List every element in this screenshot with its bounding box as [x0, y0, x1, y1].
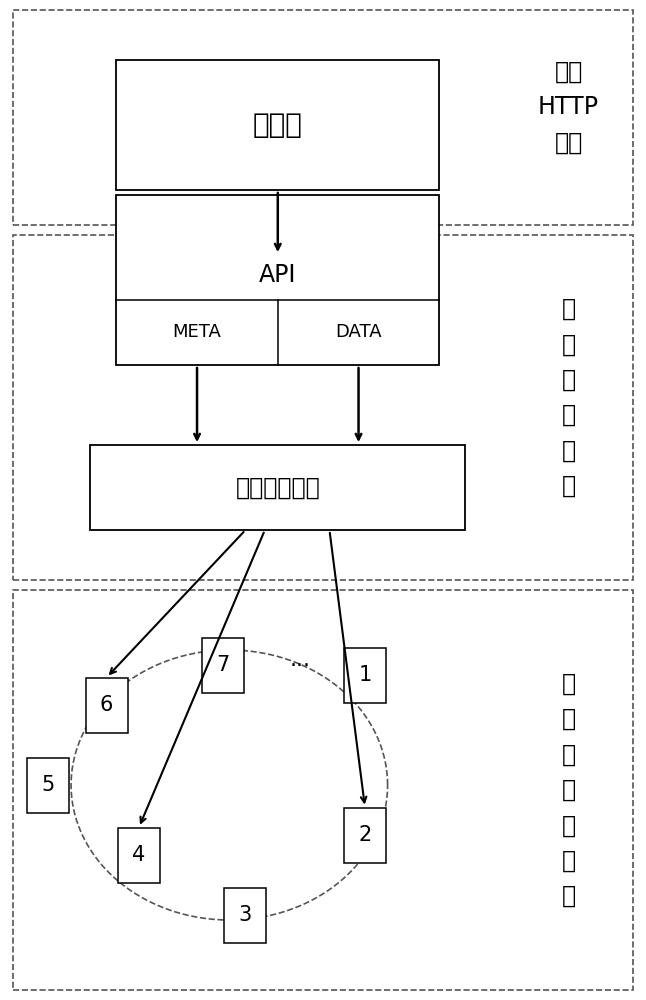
Bar [118, 828, 160, 882]
Text: 5: 5 [42, 775, 55, 795]
Text: 1: 1 [359, 665, 371, 685]
Text: ...: ... [290, 650, 311, 670]
Text: 4: 4 [132, 845, 145, 865]
Bar [225, 888, 267, 942]
Text: DATA: DATA [335, 323, 382, 341]
Text: 引擎访问代理: 引擎访问代理 [235, 476, 320, 499]
Text: API: API [259, 263, 297, 287]
Bar [13, 10, 633, 225]
Text: 3: 3 [239, 905, 252, 925]
Bar [116, 195, 439, 365]
Text: 上
层
应
用
处
理: 上 层 应 用 处 理 [561, 297, 576, 498]
Bar [85, 678, 128, 732]
Bar [13, 235, 633, 580]
Bar [13, 590, 633, 990]
Bar [90, 445, 465, 530]
Text: META: META [172, 323, 222, 341]
Text: 6: 6 [100, 695, 113, 715]
Bar [27, 758, 70, 812]
Bar [116, 60, 439, 190]
Bar [202, 638, 244, 692]
Text: 2: 2 [359, 825, 371, 845]
Text: 客户端: 客户端 [253, 111, 303, 139]
Text: 7: 7 [216, 655, 229, 675]
Text: 分
布
式
存
储
引
擎: 分 布 式 存 储 引 擎 [561, 672, 576, 908]
Text: 基于
HTTP
协议: 基于 HTTP 协议 [538, 60, 599, 155]
Bar [344, 648, 386, 702]
Bar [344, 808, 386, 862]
